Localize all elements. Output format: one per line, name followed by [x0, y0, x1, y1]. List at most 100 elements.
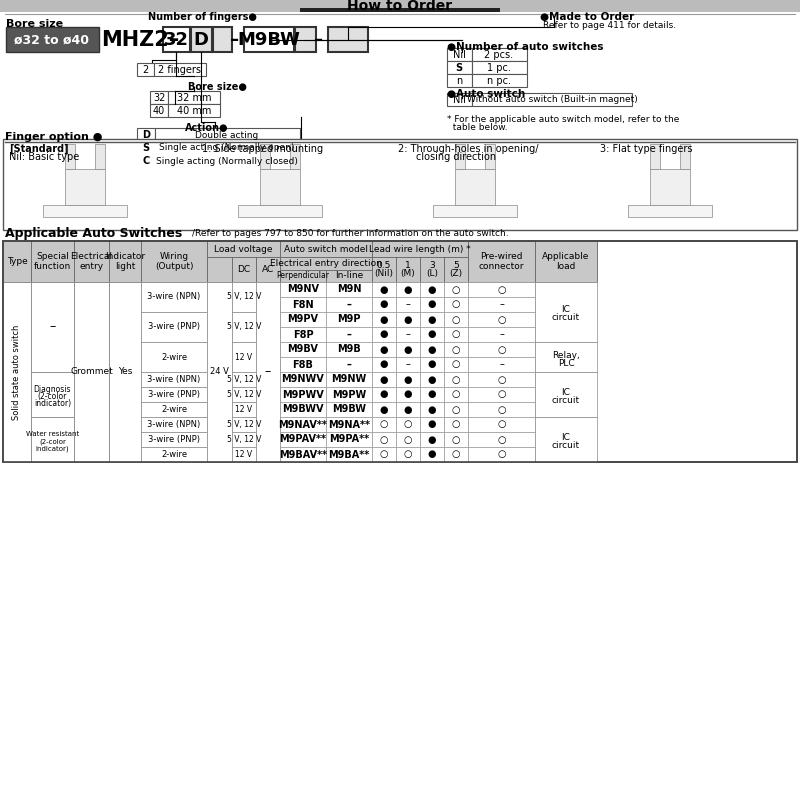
Text: ○: ○	[498, 345, 506, 354]
Text: ●: ●	[404, 315, 412, 324]
Bar	[280, 402, 326, 417]
Bar	[468, 312, 535, 327]
Text: ●: ●	[380, 284, 388, 294]
Bar	[31, 241, 74, 282]
Bar	[372, 447, 396, 462]
Bar	[372, 357, 396, 372]
Text: –: –	[406, 330, 410, 339]
Text: ●Made to Order: ●Made to Order	[540, 12, 634, 22]
Bar	[444, 447, 468, 462]
Text: Action●: Action●	[185, 123, 229, 133]
Bar	[0, 0, 800, 12]
Text: ●: ●	[380, 360, 388, 370]
Text: S: S	[455, 63, 462, 73]
Bar	[650, 144, 660, 169]
Bar	[141, 342, 207, 372]
Bar	[396, 402, 420, 417]
Text: (2-color: (2-color	[38, 392, 67, 401]
Bar	[207, 241, 280, 257]
Text: 24 V: 24 V	[210, 368, 229, 376]
Text: [Standard]: [Standard]	[9, 144, 69, 154]
Text: ○: ○	[452, 405, 460, 415]
Bar	[468, 417, 535, 432]
Bar	[300, 8, 500, 12]
Bar	[680, 144, 690, 169]
Text: circuit: circuit	[552, 441, 580, 450]
Text: ●: ●	[380, 375, 388, 385]
Bar	[280, 270, 326, 282]
Bar	[137, 141, 155, 154]
Bar	[326, 432, 372, 447]
Text: ●: ●	[428, 419, 436, 430]
Circle shape	[282, 186, 288, 192]
Text: 3: 3	[429, 261, 435, 270]
Bar	[3, 241, 797, 462]
Text: Single acting (Normally closed): Single acting (Normally closed)	[156, 157, 298, 165]
Bar	[260, 144, 270, 169]
Text: n: n	[456, 76, 462, 86]
Text: indicator): indicator)	[34, 399, 71, 408]
Bar	[280, 257, 372, 270]
Bar	[141, 402, 207, 417]
Text: ●: ●	[428, 315, 436, 324]
Text: connector: connector	[478, 262, 524, 271]
Text: 2-wire: 2-wire	[161, 405, 187, 414]
Circle shape	[77, 186, 83, 192]
Bar	[372, 297, 396, 312]
Text: indicator): indicator)	[36, 445, 70, 452]
Text: ○: ○	[452, 360, 460, 370]
Bar	[141, 241, 207, 282]
Text: –: –	[499, 330, 504, 339]
Text: Single acting (Normally open): Single acting (Normally open)	[159, 143, 294, 153]
Bar	[326, 312, 372, 327]
Text: 5 V, 12 V: 5 V, 12 V	[227, 293, 261, 301]
Text: S: S	[142, 143, 150, 153]
Text: Perpendicular: Perpendicular	[277, 272, 330, 280]
Bar	[468, 387, 535, 402]
Text: ●: ●	[428, 405, 436, 415]
Text: M9PWV: M9PWV	[282, 390, 324, 400]
Text: IC: IC	[562, 433, 570, 442]
Bar	[207, 257, 232, 282]
Text: 3-wire (PNP): 3-wire (PNP)	[148, 323, 200, 331]
Bar	[280, 417, 326, 432]
Bar	[232, 342, 256, 372]
Text: ●: ●	[428, 330, 436, 339]
Bar	[420, 417, 444, 432]
Bar	[372, 342, 396, 357]
Bar	[444, 312, 468, 327]
Bar	[326, 342, 372, 357]
Bar	[396, 372, 420, 387]
Text: AC: AC	[262, 265, 274, 274]
Text: 5 V, 12 V: 5 V, 12 V	[227, 420, 261, 429]
Text: (Z): (Z)	[450, 269, 462, 278]
Text: C: C	[142, 156, 150, 166]
Text: D: D	[194, 31, 209, 49]
Text: ○: ○	[380, 434, 388, 445]
Text: ○: ○	[452, 345, 460, 354]
Text: 32: 32	[163, 31, 189, 49]
Bar	[468, 357, 535, 372]
Bar	[447, 61, 472, 74]
Text: ●: ●	[428, 345, 436, 354]
Text: Applicable: Applicable	[542, 252, 590, 261]
Bar	[232, 372, 256, 387]
Circle shape	[87, 186, 93, 192]
Text: circuit: circuit	[552, 313, 580, 323]
Bar	[396, 312, 420, 327]
Text: Water resistant: Water resistant	[26, 431, 79, 438]
Bar	[420, 327, 444, 342]
Text: ○: ○	[452, 330, 460, 339]
Circle shape	[272, 186, 278, 192]
Text: 3-wire (PNP): 3-wire (PNP)	[148, 435, 200, 444]
Text: –: –	[265, 365, 271, 379]
Text: ●: ●	[380, 345, 388, 354]
Text: –: –	[230, 31, 239, 49]
Text: ●: ●	[380, 405, 388, 415]
Bar	[468, 432, 535, 447]
Text: –: –	[346, 360, 351, 370]
Bar	[420, 402, 444, 417]
Text: Pre-wired: Pre-wired	[480, 252, 522, 261]
Bar	[444, 417, 468, 432]
Bar	[328, 27, 368, 52]
